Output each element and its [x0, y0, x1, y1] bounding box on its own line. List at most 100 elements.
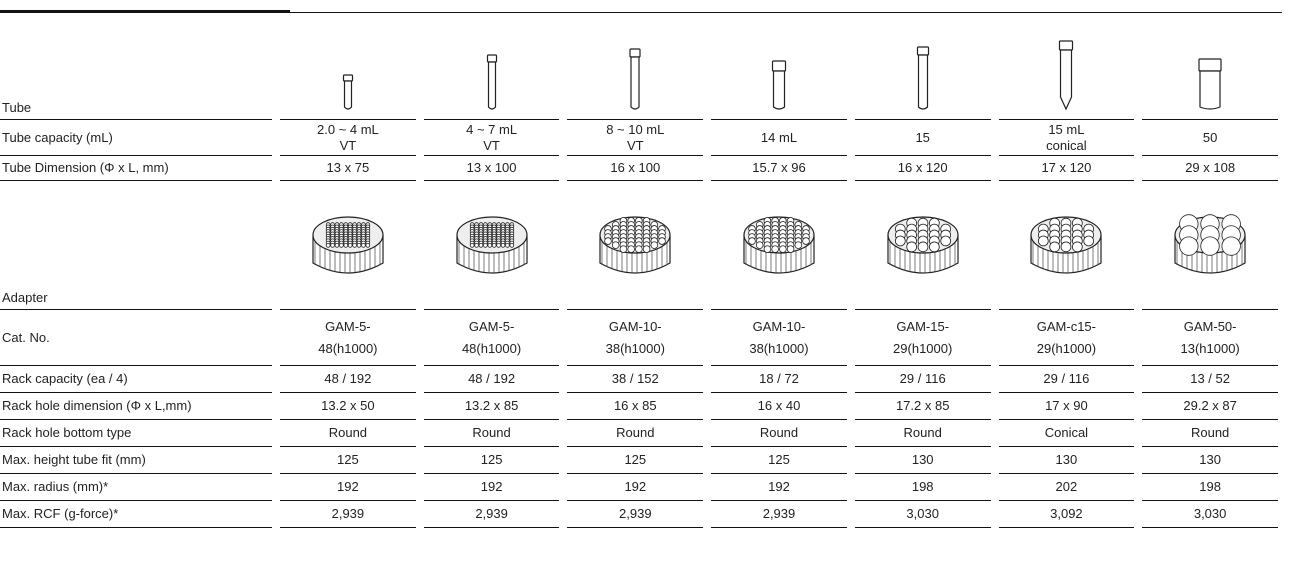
- value-cell: 29 x 108: [1138, 156, 1282, 181]
- row-label-cell: Tube Dimension (Φ x L, mm): [0, 156, 276, 181]
- value-cell: 125: [563, 447, 707, 474]
- cell-value: 13 x 75: [280, 156, 416, 181]
- icon-cell: [1142, 13, 1278, 120]
- tube-body: [343, 80, 352, 110]
- value-cell: 17.2 x 85: [851, 393, 995, 420]
- value-cell: 125: [707, 447, 851, 474]
- row-label-cell: Cat. No.: [0, 310, 276, 366]
- value-cell: [276, 181, 420, 310]
- value-cell: 3,030: [1138, 501, 1282, 528]
- tube-cap: [771, 60, 787, 72]
- value-cell: 16 x 100: [563, 156, 707, 181]
- value-cell: 13 x 75: [276, 156, 420, 181]
- adapter-hole: [771, 245, 779, 253]
- value-cell: 16 x 85: [563, 393, 707, 420]
- cell-value: 13 / 52: [1142, 366, 1278, 393]
- cell-value: 13.2 x 50: [280, 393, 416, 420]
- adapter-hole: [786, 245, 795, 253]
- cell-value: 2.0 ~ 4 mL VT: [280, 120, 416, 156]
- cell-value: 15 mL conical: [998, 120, 1135, 156]
- row-label-cell: Rack hole bottom type: [0, 420, 276, 447]
- top-rule: [290, 12, 1282, 13]
- cell-value: 38 / 152: [567, 366, 704, 393]
- cell-value: 125: [423, 447, 560, 474]
- cell-value: Round: [1142, 420, 1278, 447]
- cell-value: GAM-c15- 29(h1000): [998, 310, 1135, 366]
- cell-value: 29 / 116: [998, 366, 1135, 393]
- adapter-hole: [917, 241, 929, 253]
- adapter-hole: [1200, 236, 1220, 256]
- cell-value: 8 ~ 10 mL VT: [567, 120, 704, 156]
- icon-cell: [567, 13, 704, 120]
- tube-icon: [629, 48, 641, 110]
- cell-value: GAM-15- 29(h1000): [854, 310, 991, 366]
- row-label: Tube: [0, 13, 273, 120]
- adapter-hole: [325, 243, 331, 248]
- value-cell: 2,939: [707, 501, 851, 528]
- value-cell: [1138, 13, 1282, 120]
- row-label: Rack capacity (ea / 4): [0, 366, 273, 393]
- value-cell: GAM-50- 13(h1000): [1138, 310, 1282, 366]
- adapter-hole: [1061, 241, 1072, 253]
- adapter-icon: [1030, 216, 1102, 274]
- cell-value: 198: [1142, 474, 1278, 501]
- cell-value: 29 / 116: [854, 366, 991, 393]
- value-cell: [995, 13, 1139, 120]
- tube-cap: [916, 46, 929, 56]
- value-cell: 13.2 x 85: [420, 393, 564, 420]
- adapter-hole: [352, 243, 357, 248]
- cell-value: 2,939: [567, 501, 704, 528]
- adapter-hole: [334, 243, 340, 248]
- adapter-icon: [312, 216, 384, 274]
- adapter-hole: [763, 245, 772, 253]
- row-label: Max. height tube fit (mm): [0, 447, 273, 474]
- value-cell: [563, 13, 707, 120]
- icon-cell: [998, 13, 1135, 120]
- cell-value: 29 x 108: [1142, 156, 1278, 181]
- cell-value: 2,939: [423, 501, 560, 528]
- tube-body: [630, 56, 640, 110]
- cell-value: 15: [854, 120, 991, 156]
- adapter-hole: [338, 243, 344, 248]
- adapter-hole: [365, 243, 371, 248]
- value-cell: 192: [276, 474, 420, 501]
- tube-icon: [771, 60, 787, 110]
- adapter-icon: [743, 216, 815, 274]
- cell-value: GAM-10- 38(h1000): [711, 310, 847, 366]
- tube-icon: [486, 54, 497, 110]
- adapter-hole: [619, 245, 628, 253]
- value-cell: [851, 181, 995, 310]
- adapter-hole: [650, 241, 659, 249]
- value-cell: GAM-c15- 29(h1000): [995, 310, 1139, 366]
- table-row: Max. RCF (g-force)* 2,939 2,939 2,939 2,939 3…: [0, 501, 1282, 528]
- tube-cap: [1198, 58, 1222, 72]
- adapter-hole: [1083, 235, 1095, 247]
- icon-cell: [280, 13, 416, 120]
- value-cell: 4 ~ 7 mL VT: [420, 120, 564, 156]
- table-row: Max. radius (mm)* 192 192 192 192 198 202 198: [0, 474, 1282, 501]
- value-cell: 192: [563, 474, 707, 501]
- value-cell: 130: [851, 447, 995, 474]
- adapter-hole: [635, 245, 643, 253]
- adapter-hole: [755, 241, 764, 249]
- row-label: Adapter: [0, 181, 273, 310]
- adapter-hole: [500, 243, 505, 248]
- cell-value: GAM-5- 48(h1000): [423, 310, 560, 366]
- cell-value: 16 x 100: [567, 156, 704, 181]
- icon-cell: [711, 13, 847, 120]
- adapter-hole: [612, 241, 620, 249]
- value-cell: 2,939: [420, 501, 564, 528]
- adapter-hole: [469, 243, 475, 248]
- value-cell: 13 x 100: [420, 156, 564, 181]
- icon-cell: [1142, 181, 1278, 310]
- value-cell: [276, 13, 420, 120]
- table-row: Rack hole bottom type Round Round Round Roun…: [0, 420, 1282, 447]
- cell-value: 17 x 120: [998, 156, 1135, 181]
- value-cell: 15: [851, 120, 995, 156]
- value-cell: GAM-10- 38(h1000): [707, 310, 851, 366]
- value-cell: 2,939: [563, 501, 707, 528]
- adapter-hole: [487, 243, 492, 248]
- value-cell: 125: [276, 447, 420, 474]
- row-label-cell: Rack capacity (ea / 4): [0, 366, 276, 393]
